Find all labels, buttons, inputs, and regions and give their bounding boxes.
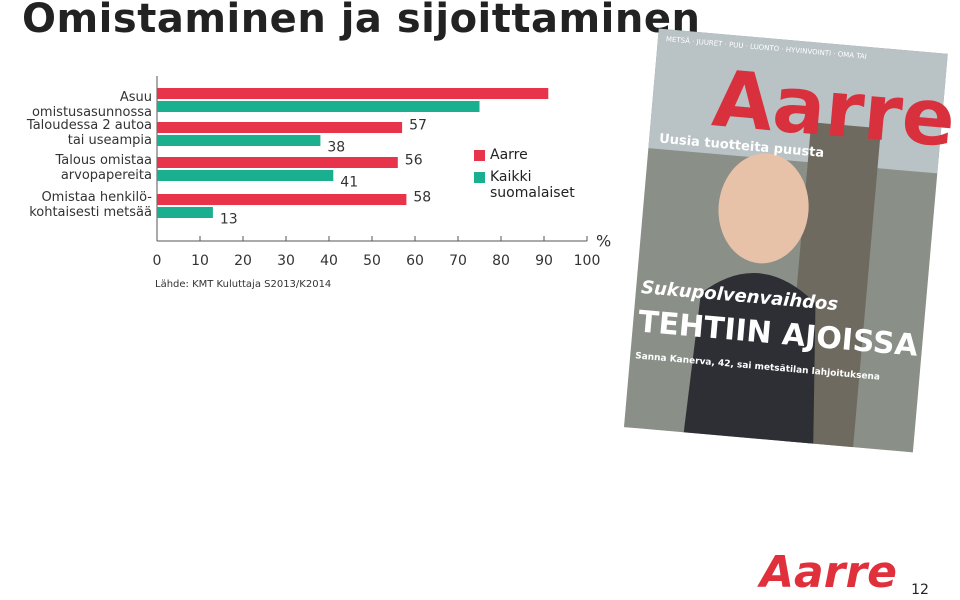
x-tick-label: 60 [406,253,424,269]
category-label: Omistaa henkilö- kohtaisesti metsää [29,190,152,220]
x-tick-label: 0 [153,253,162,269]
x-tick-label: 40 [320,253,338,269]
magazine-cover: Aarre METSÄ · JUURET · PUU · LUONTO · HY… [623,28,959,453]
page-number: 12 [911,582,929,598]
slide-title: Omistaminen ja sijoittaminen [22,0,701,42]
data-label: 56 [405,153,423,169]
cover-masthead: Aarre [709,54,959,165]
legend-label: Aarre [490,147,528,163]
legend-label: Kaikki suomalaiset [490,169,575,201]
x-tick-label: 30 [277,253,295,269]
legend-swatch [474,150,485,161]
data-label: 57 [409,118,427,134]
face [718,153,809,264]
x-tick-label: 50 [363,253,381,269]
data-label: 38 [327,140,345,156]
data-label: 13 [220,212,238,228]
data-label: 58 [413,190,431,206]
x-tick-label: 100 [574,253,601,269]
bar [157,135,321,146]
x-tick-label: 10 [191,253,209,269]
x-tick-label: 80 [492,253,510,269]
x-tick-label: 70 [449,253,467,269]
legend-swatch [474,172,485,183]
bar [157,157,398,168]
jacket [683,273,816,444]
bar [157,194,407,205]
x-tick-label: 90 [535,253,553,269]
bar [157,88,549,99]
bar [157,122,403,133]
category-label: Asuu omistusasunnossa [31,90,152,120]
bar [157,101,480,112]
data-label: 41 [340,175,358,191]
bar [157,170,334,181]
category-label: Talous omistaa arvopapereita [55,153,153,183]
source: Lähde: KMT Kuluttaja S2013/K2014 [155,279,331,290]
x-tick-label: 20 [234,253,252,269]
category-label: Taloudessa 2 autoa tai useampia [26,118,152,148]
bar [157,207,213,218]
logo: Aarre [757,547,897,598]
axis-unit: % [596,232,611,251]
